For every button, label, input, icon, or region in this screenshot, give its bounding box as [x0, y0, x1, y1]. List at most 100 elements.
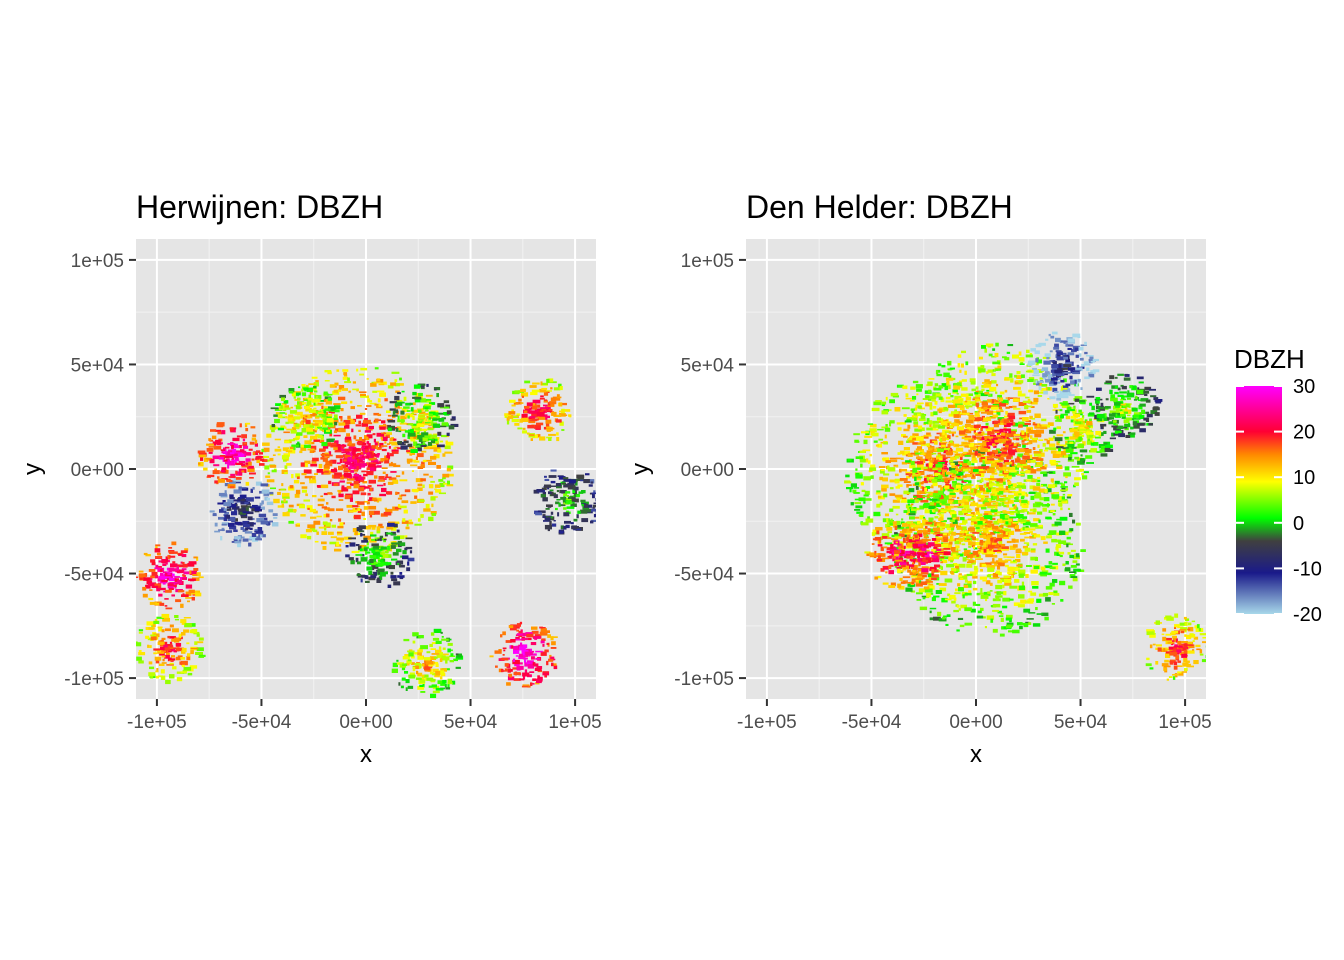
radar-bin — [379, 460, 384, 463]
radar-bin — [1039, 571, 1048, 575]
radar-bin — [943, 487, 945, 492]
radar-bin — [975, 507, 979, 512]
radar-bin — [516, 413, 520, 416]
radar-bin — [1030, 548, 1036, 551]
radar-bin — [269, 520, 273, 523]
radar-bin — [1049, 582, 1055, 587]
radar-bin — [379, 442, 384, 448]
radar-bin — [1045, 586, 1053, 590]
radar-bin — [322, 416, 329, 421]
radar-bin — [1003, 553, 1008, 556]
radar-bin — [405, 402, 411, 406]
radar-bin — [997, 565, 1000, 568]
radar-bin — [1062, 493, 1066, 496]
radar-bin — [220, 536, 223, 541]
radar-bin — [570, 503, 577, 507]
radar-bin — [514, 422, 520, 426]
radar-bin — [944, 598, 952, 601]
radar-bin — [271, 424, 275, 428]
radar-bin — [909, 399, 915, 402]
radar-bin — [219, 509, 227, 513]
radar-bin — [949, 460, 954, 463]
radar-bin — [997, 534, 1004, 538]
radar-bin — [970, 556, 973, 559]
radar-bin — [565, 524, 570, 529]
radar-bin — [209, 439, 214, 442]
radar-bin — [983, 548, 987, 553]
radar-bin — [351, 428, 354, 433]
radar-bin — [194, 641, 198, 645]
radar-bin — [326, 416, 332, 419]
radar-bin — [281, 503, 284, 508]
radar-bin — [1025, 494, 1029, 497]
radar-bin — [323, 409, 327, 414]
radar-bin — [909, 516, 915, 520]
radar-bin — [370, 382, 377, 387]
radar-bin — [387, 452, 390, 456]
radar-bin — [353, 514, 361, 520]
radar-bin — [997, 562, 1005, 567]
radar-bin — [548, 378, 554, 382]
radar-bin — [146, 621, 154, 626]
radar-bin — [339, 416, 343, 419]
radar-bin — [336, 537, 344, 541]
radar-bin — [401, 494, 407, 497]
radar-bin — [536, 412, 545, 417]
radar-bin — [324, 469, 329, 474]
radar-bin — [983, 513, 989, 516]
radar-bin — [432, 668, 439, 673]
radar-bin — [914, 474, 921, 479]
radar-bin — [1032, 457, 1039, 460]
radar-bin — [905, 397, 912, 400]
radar-bin — [934, 383, 939, 387]
radar-bin — [386, 491, 393, 495]
radar-bin — [342, 369, 349, 372]
radar-bin — [928, 462, 933, 467]
radar-bin — [932, 508, 935, 513]
radar-bin — [1030, 495, 1035, 500]
radar-bin — [923, 502, 930, 506]
radar-bin — [401, 408, 407, 413]
radar-bin — [344, 454, 351, 459]
radar-bin — [152, 624, 156, 627]
radar-bin — [984, 348, 987, 353]
radar-bin — [951, 531, 956, 536]
radar-bin — [155, 546, 158, 549]
radar-bin — [227, 461, 235, 466]
radar-bin — [905, 504, 913, 509]
radar-bin — [1021, 469, 1024, 472]
radar-bin — [364, 408, 368, 410]
radar-bin — [1002, 466, 1010, 470]
radar-bin — [306, 431, 315, 435]
radar-bin — [447, 682, 453, 685]
radar-bin — [910, 386, 916, 390]
radar-bin — [981, 472, 985, 476]
radar-bin — [881, 410, 889, 415]
radar-bin — [951, 475, 956, 478]
radar-bin — [390, 531, 396, 536]
radar-bin — [361, 455, 365, 459]
radar-bin — [993, 423, 999, 428]
radar-bin — [938, 411, 942, 414]
radar-bin — [255, 530, 264, 534]
radar-bin — [992, 609, 999, 612]
radar-bin — [950, 456, 957, 461]
radar-bin — [181, 622, 185, 625]
radar-bin — [358, 457, 365, 461]
radar-bin — [384, 398, 388, 402]
radar-bin — [401, 677, 406, 681]
radar-bin — [229, 427, 234, 432]
radar-bin — [545, 508, 550, 510]
radar-bin — [417, 383, 426, 386]
radar-bin — [1011, 572, 1018, 575]
radar-bin — [532, 403, 535, 407]
radar-bin — [365, 449, 368, 453]
radar-bin — [410, 414, 413, 418]
radar-bin — [553, 414, 562, 417]
radar-bin — [310, 429, 317, 433]
radar-bin — [356, 459, 361, 463]
radar-bin — [1005, 473, 1009, 479]
radar-bin — [396, 535, 405, 539]
radar-bin — [362, 481, 368, 484]
radar-bin — [389, 401, 397, 404]
